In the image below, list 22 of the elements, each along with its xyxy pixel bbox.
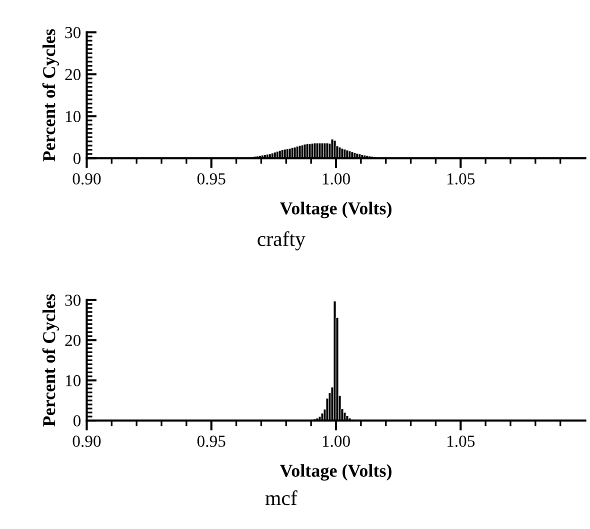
x-tick-label: 0.90 bbox=[72, 436, 101, 447]
text: mcf bbox=[265, 490, 298, 506]
x-axis-title: Voltage (Volts) bbox=[280, 464, 392, 481]
x-tick-label: 0.95 bbox=[197, 173, 226, 185]
x-tick-label: 1.00 bbox=[322, 173, 350, 185]
y-tick-label: 20 bbox=[65, 68, 81, 80]
y-tick-label: 0 bbox=[73, 415, 81, 426]
y-tick-label: 30 bbox=[65, 294, 81, 306]
y-tick-label: 20 bbox=[65, 334, 81, 346]
y-axis-title: Percent of Cycles bbox=[42, 294, 59, 426]
y-tick-label: 10 bbox=[66, 110, 81, 122]
y-tick-label: 0 bbox=[73, 152, 81, 164]
x-axis-title: Voltage (Volts) bbox=[280, 202, 392, 218]
y-tick-label: 30 bbox=[65, 26, 81, 38]
text: crafty bbox=[258, 231, 306, 250]
x-tick-label: 1.05 bbox=[448, 436, 475, 447]
x-tick-label: 1.00 bbox=[322, 436, 350, 447]
y-tick-label: 10 bbox=[66, 375, 81, 386]
x-tick-label: 0.95 bbox=[197, 436, 226, 447]
x-tick-label: 0.90 bbox=[72, 173, 101, 185]
y-axis-title: Percent of Cycles bbox=[42, 29, 59, 162]
x-tick-label: 1.05 bbox=[448, 173, 475, 185]
